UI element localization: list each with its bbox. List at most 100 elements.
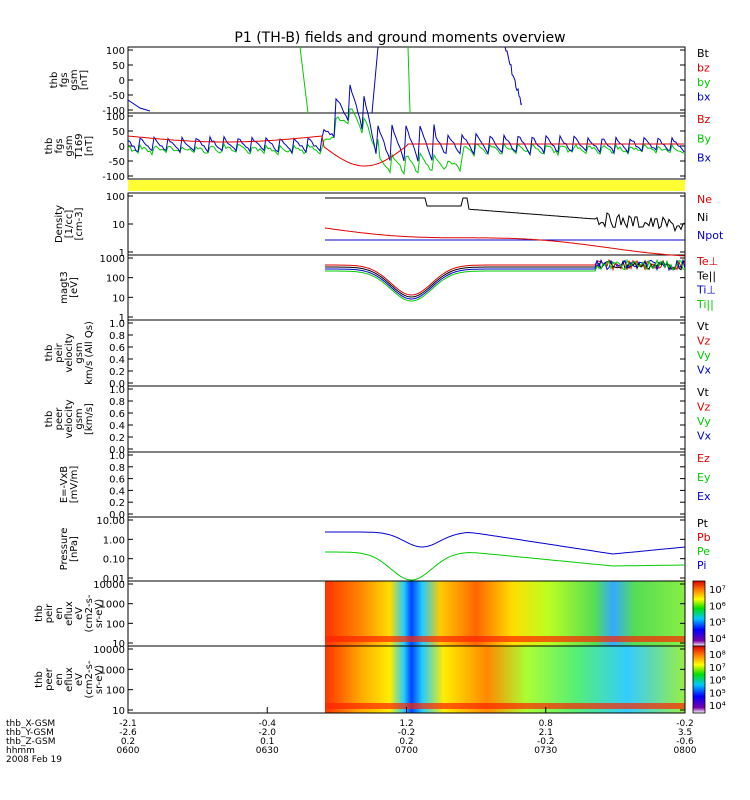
y-tick-label: -100: [102, 106, 125, 117]
legend-entry: Ez: [697, 452, 710, 465]
y-axis-label: gsm: [74, 408, 85, 429]
y-tick-label: 100: [106, 46, 125, 57]
y-axis-label: thb: [44, 345, 55, 362]
series-by: [407, 46, 411, 114]
panel-peir-velocity: 1.00.80.60.40.20.0 thb peir velocity gsm km/s…: [44, 319, 712, 390]
footer-value: 2.1: [539, 728, 553, 738]
footer-value: 0.2: [121, 737, 135, 747]
y-tick-label: -50: [109, 91, 125, 102]
footer-value: -0.2: [676, 719, 694, 729]
colorbar-tick-label: 10⁷: [709, 585, 726, 596]
y-axis-label: thb: [49, 72, 60, 89]
y-axis-label: [eV]: [69, 277, 80, 298]
y-axis-label: peer: [44, 667, 55, 691]
footer-value: 3.5: [678, 728, 692, 738]
colorbar-tick-label: 10⁸: [709, 650, 726, 661]
y-tick-label: 0: [119, 142, 125, 153]
y-axis-label: eflux: [64, 601, 75, 626]
footer-value: 0630: [256, 746, 279, 756]
footer-value: 0.8: [539, 719, 554, 729]
y-axis-label: gsm: [64, 135, 75, 156]
panel-peer-velocity: 1.00.80.60.40.20.0 thb peer velocity gsm [km/…: [44, 385, 712, 456]
y-axis-label: (cm2-s-: [84, 594, 95, 632]
y-tick-label: 50: [112, 127, 125, 138]
footer-value: -0.2: [398, 728, 416, 738]
colorbar: [692, 580, 706, 647]
y-tick-label: 100: [106, 274, 125, 285]
panel-frame: [127, 319, 686, 387]
legend-entry: bz: [697, 62, 710, 75]
y-tick-label: 0.6: [109, 343, 125, 354]
y-axis-label: velocity: [64, 333, 75, 372]
y-axis-label: [nPa]: [69, 536, 80, 562]
y-tick-label: 100: [106, 192, 125, 203]
legend-entry: Ne: [697, 193, 712, 206]
y-tick-label: -100: [102, 172, 125, 183]
y-axis-label: sr-eV): [94, 599, 105, 628]
heatmap-fill: [325, 581, 685, 646]
series-By: [127, 108, 685, 176]
panel-density: 100 10 1 Density [1/cc] [cm-3] Ne Ni Npot: [54, 192, 724, 259]
y-axis-label: peir: [44, 603, 55, 623]
y-axis-label: en: [54, 673, 65, 686]
legend-entry: Ti||: [696, 298, 714, 311]
y-tick-label: 10000: [93, 645, 125, 656]
y-tick-label: 0.8: [109, 463, 125, 474]
y-tick-label: 0.2: [109, 498, 125, 509]
y-tick-label: 0.0: [109, 510, 125, 521]
y-axis-label: thb: [44, 411, 55, 428]
panel-frame: [127, 516, 686, 582]
y-tick-label: 100: [106, 619, 125, 630]
y-tick-label: 0.4: [109, 355, 125, 366]
legend-entry: Pt: [697, 517, 709, 530]
footer-date: 2008 Feb 19: [6, 755, 62, 765]
colorbar-tick-label: 10⁶: [709, 601, 726, 612]
series-Ti-perp: [325, 258, 686, 300]
y-axis-label: fgs: [54, 138, 65, 153]
y-axis-label: [nT]: [79, 70, 90, 90]
y-tick-label: 0.0: [109, 445, 125, 456]
y-tick-label: 1000: [100, 600, 125, 611]
panel-efield: 1.00.80.60.40.20.0 E=-VxB [mV/m] Ez Ey Ex: [59, 451, 711, 521]
legend-entry: Vt: [697, 386, 710, 399]
panel-frame: [127, 192, 686, 256]
legend-entry: Npot: [697, 229, 724, 242]
y-tick-label: 1.0: [109, 451, 125, 462]
y-axis-label: Pressure: [59, 528, 70, 571]
footer-value: 0730: [534, 746, 557, 756]
y-tick-label: 0.0: [109, 379, 125, 390]
y-tick-label: 0.2: [109, 433, 125, 444]
y-axis-label: thb: [34, 605, 45, 622]
y-tick-label: 1: [119, 313, 125, 324]
colorbar-tick-label: 10⁴: [709, 634, 726, 645]
footer-row-label: thb_Z-GSM: [6, 737, 55, 747]
colorbar-tick-label: 10⁵: [709, 618, 726, 629]
y-axis-label: peir: [54, 342, 65, 362]
y-axis-label: E=-VxB: [59, 466, 70, 503]
y-tick-label: 100: [106, 112, 125, 123]
legend-entry: Vx: [697, 364, 712, 377]
y-tick-label: 1.00: [103, 535, 125, 546]
y-axis-label: eV: [74, 673, 85, 686]
legend-entry: Vy: [697, 349, 711, 362]
legend-entry: Pb: [697, 531, 711, 544]
y-tick-label: 0.6: [109, 409, 125, 420]
colorbar-tick-label: 10⁷: [709, 663, 726, 674]
legend-entry: Ex: [697, 490, 711, 503]
y-tick-label: 0.8: [109, 331, 125, 342]
legend-entry: Ey: [697, 471, 711, 484]
y-axis-label: km/s (All Qs): [84, 321, 95, 385]
y-axis-label: Density: [54, 205, 65, 243]
footer-row-label: thb_X-GSM: [6, 719, 55, 729]
footer-row-label: thb_Y-GSM: [6, 728, 54, 738]
y-axis-label: magt3: [59, 271, 70, 304]
legend-entry: Vz: [697, 401, 711, 414]
panel-frame: [127, 451, 686, 518]
panel-frame: [127, 254, 686, 321]
legend-entry: Bx: [697, 152, 712, 165]
footer-value: -2.1: [119, 719, 137, 729]
y-tick-label: 10: [112, 639, 125, 650]
